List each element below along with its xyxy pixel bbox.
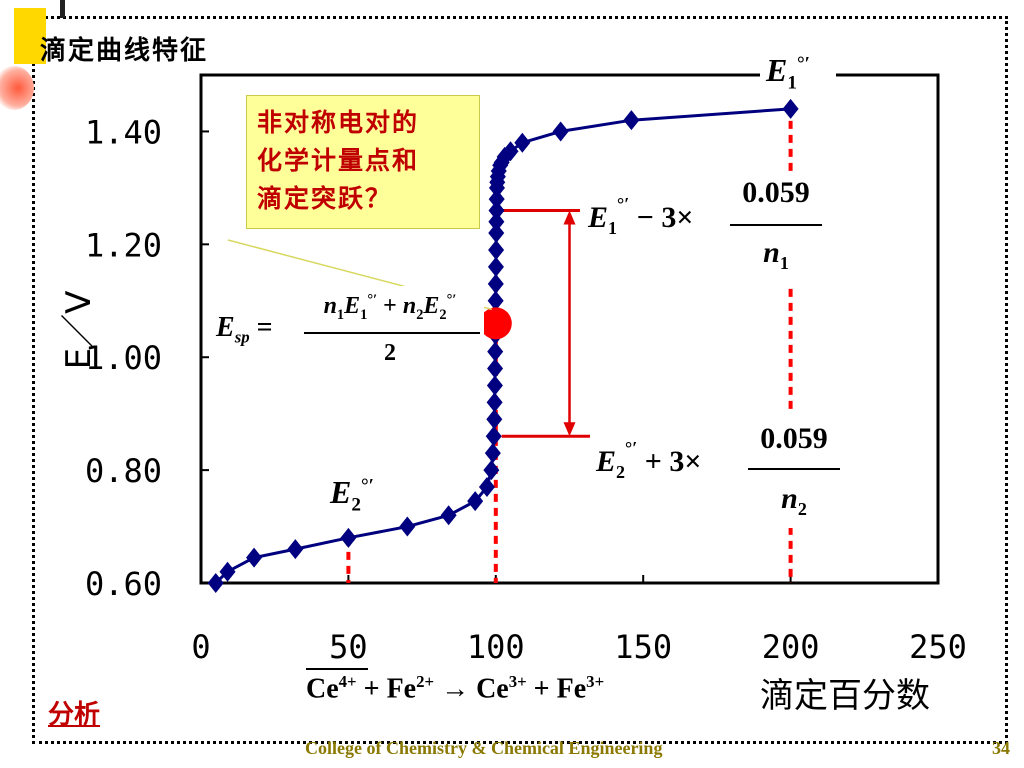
x-tick-label: 150 [614,628,672,666]
data-point [488,239,505,260]
x-tick-label: 200 [762,628,820,666]
data-point [486,409,503,430]
callout-line: 非对称电对的 [257,108,420,137]
x-tick-label: 0 [191,628,210,666]
y-axis-title: E／V [59,291,99,370]
data-point [399,516,416,537]
data-point [287,539,304,560]
data-point [487,358,504,379]
upper-limit-equation: E1°′ − 3× 0.059 n1 [580,172,830,284]
y-tick-label: 1.40 [85,113,162,151]
data-point [484,443,501,464]
e1-standard-label: E1°′ [760,52,836,94]
slide-title: 滴定曲线特征 [40,36,209,66]
decorative-bar [60,0,65,18]
data-point [487,290,504,311]
y-tick-label: 1.20 [85,226,162,264]
data-point [207,573,224,593]
x-tick-label: 50 [329,628,368,666]
decorative-glow [0,66,34,110]
callout-line: 化学计量点和 [257,146,420,175]
y-tick-label: 0.60 [85,565,162,603]
data-point [488,189,505,210]
x-tick-label: 250 [909,628,967,666]
decorative-block [14,8,46,64]
slide-border [32,16,1008,744]
callout-line: 滴定突跃？ [257,184,393,213]
reaction-equation: Ce4+ + Fe2+ → Ce3+ + Fe3+ [306,668,605,718]
x-tick-label: 100 [467,628,525,666]
data-point [514,132,531,153]
data-point [487,341,504,362]
data-point [488,223,505,244]
y-tick-label: 1.00 [85,339,162,377]
data-point [483,460,500,481]
data-point [467,491,484,512]
analysis-link[interactable]: 分析 [48,700,101,730]
data-point [440,505,457,526]
data-point [485,426,502,447]
data-point [486,375,503,396]
data-point [623,110,640,131]
data-point [502,141,519,162]
e2-standard-label: E2°′ [330,474,382,522]
sp-potential-equation: Esp = n1E1°′ + n2E2°′ 2 [212,286,484,372]
data-point [487,256,504,277]
data-point [219,561,236,582]
lower-limit-equation: E2°′ + 3× 0.059 n2 [590,410,850,528]
data-point [488,211,505,232]
data-point [478,477,495,498]
footer-text: College of Chemistry & Chemical Engineer… [305,738,663,758]
y-tick-label: 0.80 [85,452,162,490]
stoichiometric-point [479,307,512,340]
data-point [782,98,799,119]
x-axis-title: 滴定百分数 [760,676,930,716]
callout-box: 非对称电对的 化学计量点和 滴定突跃？ [246,95,480,229]
data-point [486,392,503,413]
data-point [488,200,505,221]
data-point [246,547,263,568]
data-point [552,121,569,142]
data-point [487,273,504,294]
jump-arrow-head-up [563,210,576,225]
data-point [340,527,357,548]
page-number: 34 [992,738,1010,758]
jump-arrow-head-down [563,422,576,437]
